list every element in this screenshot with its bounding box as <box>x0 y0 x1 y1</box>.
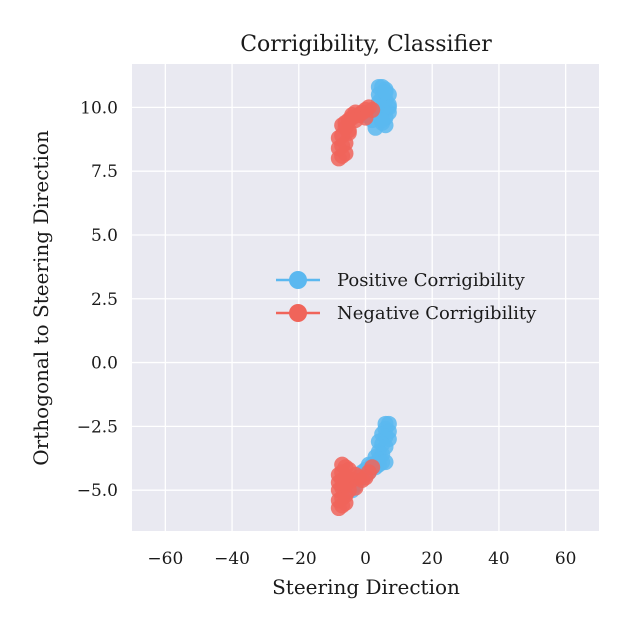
x-tick-label: 20 <box>421 549 443 569</box>
x-tick-label: 60 <box>555 549 577 569</box>
data-points <box>330 78 397 517</box>
legend-item-positive: Positive Corrigibility <box>276 270 526 291</box>
legend-swatch-marker <box>289 304 307 322</box>
series-negative <box>330 99 381 517</box>
legend-label-positive: Positive Corrigibility <box>337 270 526 291</box>
grid-lines <box>132 64 599 531</box>
y-tick-label: 5.0 <box>91 226 118 246</box>
y-axis-label: Orthogonal to Steering Direction <box>29 130 53 466</box>
y-tick-label: −2.5 <box>77 417 118 437</box>
y-tick-label: 10.0 <box>80 98 118 118</box>
legend-swatch-marker <box>289 271 307 289</box>
x-tick-label: −60 <box>147 549 183 569</box>
y-tick-label: 0.0 <box>91 354 118 374</box>
y-tick-label: 7.5 <box>91 162 118 182</box>
x-tick-label: −20 <box>281 549 317 569</box>
data-point <box>364 101 381 118</box>
legend-label-negative: Negative Corrigibility <box>337 303 537 324</box>
legend-item-negative: Negative Corrigibility <box>276 303 537 324</box>
x-axis-label: Steering Direction <box>272 575 460 599</box>
data-point <box>364 459 381 476</box>
data-point <box>347 479 364 496</box>
x-tick-label: 40 <box>488 549 510 569</box>
y-tick-label: −5.0 <box>77 481 118 501</box>
data-point <box>334 456 351 473</box>
x-tick-label: −40 <box>214 549 250 569</box>
y-tick-label: 2.5 <box>91 290 118 310</box>
x-tick-labels: −60 −40 −20 0 20 40 60 <box>147 549 576 569</box>
chart-title: Corrigibility, Classifier <box>240 32 492 57</box>
x-tick-label: 0 <box>360 549 371 569</box>
data-point <box>377 84 394 101</box>
legend: Positive Corrigibility Negative Corrigib… <box>276 270 537 324</box>
data-point <box>374 112 391 129</box>
y-tick-labels: −5.0 −2.5 0.0 2.5 5.0 7.5 10.0 <box>77 98 118 501</box>
